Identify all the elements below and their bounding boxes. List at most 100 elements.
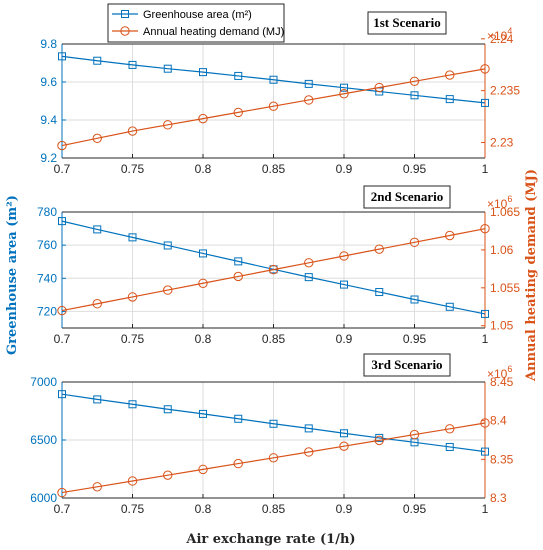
scenario-box: [363, 353, 451, 377]
x-tick-label: 0.95: [403, 332, 427, 346]
point-greenhouse-area: [163, 405, 172, 414]
left-y-tick-label: 9.6: [40, 75, 57, 89]
point-greenhouse-area: [163, 64, 172, 73]
point-greenhouse-area: [128, 60, 137, 69]
panel-3: 0.7 0.75 0.8 0.85 0.9 0.95 1 6000 6500 7000 8.3 8.3…: [30, 353, 514, 516]
point-heating-demand: [339, 441, 349, 451]
point-greenhouse-area: [481, 309, 489, 318]
legend-label-heating-demand: Annual heating demand (MJ): [143, 26, 284, 38]
right-axis-exponent: ×106: [487, 194, 512, 211]
x-tick-label: 0.9: [336, 162, 353, 176]
point-greenhouse-area: [269, 75, 278, 84]
point-heating-demand: [57, 305, 67, 316]
point-greenhouse-area: [340, 280, 348, 289]
series-line-greenhouse-area: [61, 393, 486, 453]
point-heating-demand: [374, 435, 384, 446]
point-greenhouse-area: [128, 233, 137, 242]
right-y-tick-label: 8.35: [490, 452, 514, 466]
point-heating-demand: [409, 237, 420, 248]
point-greenhouse-area: [304, 424, 313, 433]
point-greenhouse-area: [199, 409, 207, 418]
point-heating-demand: [127, 476, 138, 486]
point-heating-demand: [480, 418, 490, 428]
right-y-tick-label: 1.05: [490, 319, 514, 333]
x-tick-label: 0.8: [195, 162, 212, 176]
point-heating-demand: [445, 230, 455, 241]
point-greenhouse-area: [340, 83, 348, 92]
right-y-tick-label: 8.4: [490, 414, 507, 428]
point-greenhouse-area: [163, 241, 172, 250]
series-line-heating-demand: [61, 422, 486, 494]
point-greenhouse-area: [340, 429, 348, 438]
point-heating-demand: [480, 64, 490, 74]
x-tick-label: 0.75: [121, 332, 145, 346]
scenario-title: 1st Scenario: [373, 15, 441, 30]
point-greenhouse-area: [481, 447, 489, 456]
point-heating-demand: [268, 264, 279, 275]
left-y-tick-label: 7000: [30, 375, 57, 389]
point-heating-demand: [409, 76, 420, 87]
point-greenhouse-area: [304, 273, 313, 282]
point-greenhouse-area: [234, 257, 243, 266]
left-y-tick-label: 9.8: [40, 37, 57, 51]
point-heating-demand: [304, 95, 314, 105]
x-tick-label: 0.85: [262, 332, 286, 346]
scenario-box: [363, 185, 451, 209]
right-y-tick-label: 1.06: [490, 243, 514, 257]
point-heating-demand: [57, 140, 67, 151]
point-heating-demand: [127, 126, 138, 136]
point-greenhouse-area: [93, 56, 102, 65]
point-heating-demand: [163, 470, 173, 480]
point-heating-demand: [339, 89, 349, 99]
point-heating-demand: [268, 453, 279, 463]
point-heating-demand: [163, 285, 173, 295]
point-greenhouse-area: [58, 52, 66, 61]
point-heating-demand: [92, 482, 102, 492]
point-greenhouse-area: [199, 249, 207, 258]
left-y-tick-label: 6000: [30, 491, 57, 505]
point-heating-demand: [304, 447, 314, 457]
right-y-tick-label: 8.3: [490, 491, 507, 505]
point-greenhouse-area: [481, 98, 489, 107]
x-tick-label: 1: [482, 502, 489, 516]
x-tick-label: 0.75: [121, 162, 145, 176]
right-y-tick-label: 2.235: [490, 84, 520, 98]
x-tick-label: 0.8: [195, 332, 212, 346]
scenario-title: 3rd Scenario: [371, 357, 442, 372]
left-y-tick-label: 740: [37, 271, 57, 285]
x-tick-label: 1: [482, 162, 489, 176]
point-heating-demand: [57, 487, 67, 498]
point-greenhouse-area: [445, 95, 454, 104]
point-greenhouse-area: [445, 302, 454, 311]
legend-marker-greenhouse-area: [121, 10, 129, 18]
point-greenhouse-area: [304, 79, 313, 88]
legend-marker-heating-demand: [120, 26, 130, 36]
x-tick-label: 0.9: [336, 502, 353, 516]
x-tick-label: 0.95: [403, 502, 427, 516]
point-greenhouse-area: [58, 217, 66, 226]
point-heating-demand: [92, 299, 102, 309]
point-greenhouse-area: [410, 295, 419, 304]
panel-2: 0.7 0.75 0.8 0.85 0.9 0.95 1 720 740 760 780 1.05 1.…: [37, 185, 520, 346]
point-greenhouse-area: [234, 71, 243, 80]
point-heating-demand: [304, 258, 314, 268]
right-y-tick-label: 1.065: [490, 205, 520, 219]
left-y-tick-label: 780: [37, 205, 57, 219]
point-greenhouse-area: [410, 91, 419, 100]
point-heating-demand: [198, 464, 208, 475]
point-greenhouse-area: [93, 395, 102, 404]
right-axis-exponent: ×106: [487, 364, 512, 381]
series-line-heating-demand: [61, 68, 486, 147]
point-greenhouse-area: [375, 288, 384, 297]
point-heating-demand: [233, 107, 243, 118]
point-greenhouse-area: [269, 419, 278, 428]
x-axis-title: Air exchange rate (1/h): [185, 532, 355, 547]
left-y-tick-label: 760: [37, 238, 57, 252]
point-heating-demand: [198, 278, 208, 288]
point-heating-demand: [198, 113, 208, 124]
point-heating-demand: [480, 223, 490, 234]
x-tick-label: 0.7: [54, 162, 71, 176]
point-heating-demand: [127, 292, 138, 302]
point-heating-demand: [445, 424, 455, 434]
